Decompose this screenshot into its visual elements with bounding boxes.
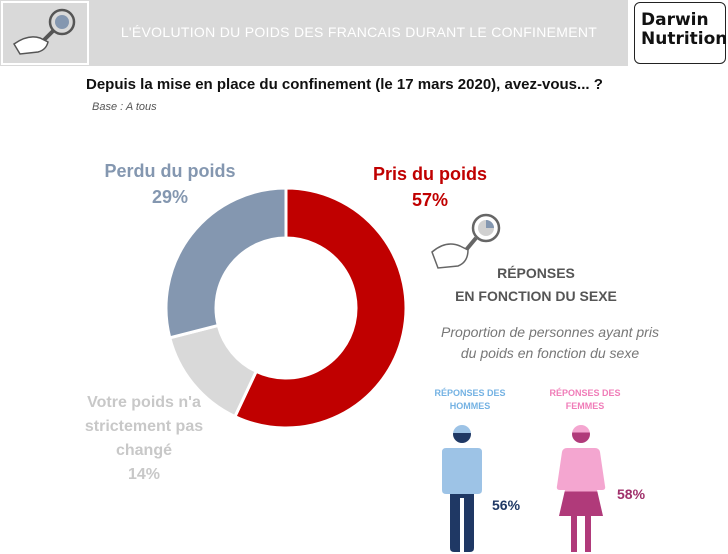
gender-title-line1: RÉPONSES (497, 265, 575, 281)
label-same-line3: changé (115, 442, 172, 459)
label-lost-name: Perdu du poids (104, 161, 236, 181)
woman-figure-icon (556, 425, 606, 552)
header-bar: L'ÉVOLUTION DU POIDS DES FRANCAIS DURANT… (0, 0, 628, 66)
gender-title-line2: EN FONCTION DU SEXE (455, 288, 617, 304)
label-same-line1: Votre poids n'a (87, 394, 201, 411)
women-heading-line2: FEMMES (565, 401, 605, 411)
women-heading: RÉPONSES DES FEMMES (540, 387, 630, 413)
men-heading-line1: RÉPONSES DES (434, 388, 506, 398)
gender-subtitle-line1: Proportion de personnes ayant pris (441, 324, 659, 340)
man-body (442, 448, 482, 552)
label-lost-weight: Perdu du poids 29% (90, 158, 250, 210)
gender-section-title: RÉPONSES EN FONCTION DU SEXE (436, 262, 636, 308)
men-percentage: 56% (492, 497, 521, 513)
donut-chart (164, 186, 408, 430)
label-same-value: 14% (127, 466, 161, 483)
men-heading: RÉPONSES DES HOMMES (425, 387, 515, 413)
label-gain-name: Pris du poids (372, 164, 487, 184)
label-unchanged-weight: Votre poids n'a strictement pas changé 1… (64, 391, 224, 487)
gender-subtitle-line2: du poids en fonction du sexe (460, 345, 640, 361)
logo-line2: Nutrition (641, 29, 728, 49)
women-heading-line1: RÉPONSES DES (549, 388, 621, 398)
man-figure-icon (442, 425, 482, 552)
slice-gained (232, 186, 408, 430)
woman-head (572, 425, 590, 443)
label-gain-value: 57% (411, 190, 449, 210)
magnifier-hand-icon-small (428, 208, 508, 283)
logo-line1: Darwin (641, 10, 709, 30)
label-gained-weight: Pris du poids 57% (350, 161, 510, 213)
woman-body (556, 448, 606, 552)
header-title: L'ÉVOLUTION DU POIDS DES FRANCAIS DURANT… (120, 24, 598, 40)
label-same-line2: strictement pas (84, 418, 204, 435)
survey-question: Depuis la mise en place du confinement (… (86, 76, 603, 93)
base-note: Base : A tous (92, 101, 157, 113)
label-lost-value: 29% (151, 187, 189, 207)
slice-lost (164, 186, 288, 340)
men-heading-line2: HOMMES (449, 401, 491, 411)
gender-section-subtitle: Proportion de personnes ayant pris du po… (400, 322, 700, 364)
man-head (453, 425, 471, 443)
magnifier-hand-icon (0, 0, 90, 66)
women-percentage: 58% (617, 486, 646, 502)
darwin-nutrition-logo: Darwin Nutrition (634, 2, 728, 64)
